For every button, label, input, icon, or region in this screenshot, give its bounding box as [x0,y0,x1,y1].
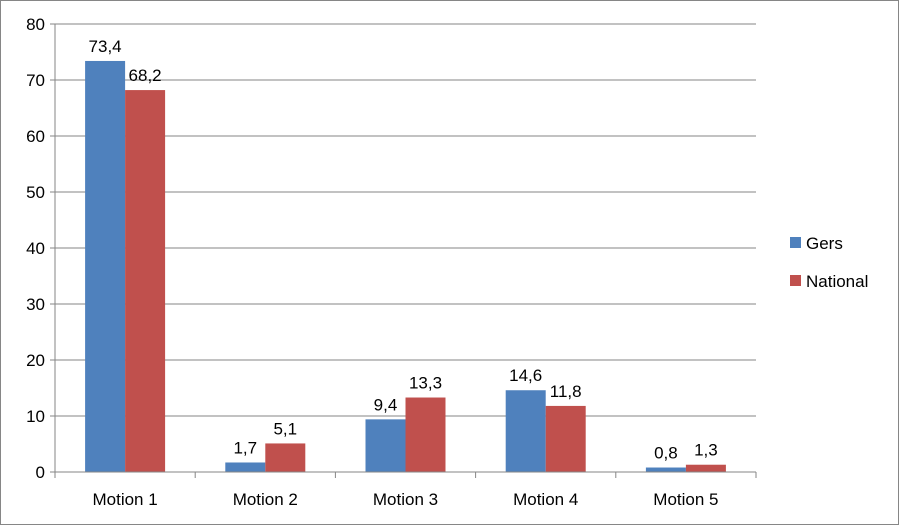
data-label: 11,8 [550,382,582,401]
data-labels: 73,4 68,2 1,7 5,1 9,4 13,3 14,6 11,8 0,8 1,3 [89,37,718,463]
legend: Gers National [790,234,868,291]
y-tick-label: 10 [26,407,45,426]
bar-gers-3 [365,419,406,472]
x-category-label: Motion 1 [92,490,157,509]
bar-gers-2 [225,462,266,472]
y-tick-label: 60 [26,127,45,146]
data-label: 5,1 [273,419,297,438]
legend-label: Gers [806,234,843,253]
bar-national-3 [405,397,446,472]
axes: 0 10 20 30 40 50 60 70 80 Motion 1 Motion 2 Motion … [26,15,757,509]
data-label: 68,2 [129,66,162,85]
data-label: 1,3 [694,441,718,460]
data-label: 0,8 [654,444,678,463]
x-category-label: Motion 4 [513,490,578,509]
legend-swatch [790,237,801,248]
x-category-label: Motion 5 [653,490,718,509]
gridlines [55,23,756,417]
x-category-label: Motion 3 [373,490,438,509]
y-tick-label: 40 [26,239,45,258]
data-label: 73,4 [89,37,122,56]
bar-gers-4 [505,390,546,472]
bar-gers-5 [645,467,686,472]
legend-label: National [806,272,868,291]
data-label: 14,6 [509,366,542,385]
bar-national-5 [685,464,726,472]
y-tick-label: 50 [26,183,45,202]
y-tick-label: 20 [26,351,45,370]
y-tick-label: 30 [26,295,45,314]
bar-national-4 [545,405,586,472]
data-label: 9,4 [374,395,398,414]
data-label: 1,7 [233,438,257,457]
bars [85,60,726,473]
bar-gers-1 [85,60,126,473]
y-tick-label: 80 [26,15,45,34]
bar-national-2 [265,443,306,472]
y-tick-label: 70 [26,71,45,90]
y-tick-label: 0 [36,463,45,482]
bar-national-1 [125,90,166,472]
data-label: 13,3 [409,374,442,393]
x-category-label: Motion 2 [233,490,298,509]
legend-swatch [790,275,801,286]
